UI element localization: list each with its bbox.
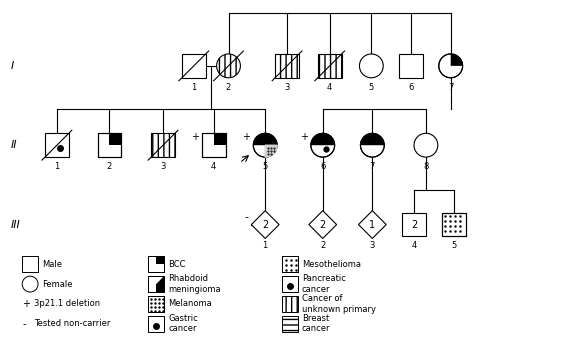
Text: 2: 2 bbox=[107, 162, 112, 171]
Text: -: - bbox=[22, 319, 26, 329]
FancyBboxPatch shape bbox=[282, 256, 298, 272]
Text: Female: Female bbox=[42, 279, 72, 289]
FancyBboxPatch shape bbox=[399, 54, 423, 78]
Text: -: - bbox=[244, 212, 248, 222]
FancyBboxPatch shape bbox=[282, 316, 298, 332]
FancyBboxPatch shape bbox=[282, 276, 298, 292]
Text: 2: 2 bbox=[262, 219, 268, 229]
Text: 4: 4 bbox=[211, 162, 216, 171]
Polygon shape bbox=[311, 133, 335, 145]
Text: Breast
cancer: Breast cancer bbox=[302, 314, 331, 334]
FancyBboxPatch shape bbox=[318, 54, 342, 78]
FancyBboxPatch shape bbox=[402, 213, 426, 236]
FancyBboxPatch shape bbox=[148, 276, 164, 292]
Text: 2: 2 bbox=[226, 83, 231, 92]
Polygon shape bbox=[156, 284, 164, 292]
FancyBboxPatch shape bbox=[22, 256, 38, 272]
Text: I: I bbox=[10, 61, 13, 71]
Ellipse shape bbox=[253, 133, 277, 157]
Polygon shape bbox=[156, 256, 164, 264]
Polygon shape bbox=[253, 133, 277, 145]
Ellipse shape bbox=[439, 54, 463, 78]
Ellipse shape bbox=[311, 133, 335, 157]
Text: 4: 4 bbox=[327, 83, 332, 92]
Text: +: + bbox=[22, 299, 30, 309]
Polygon shape bbox=[265, 145, 277, 157]
Text: II: II bbox=[10, 140, 17, 150]
Text: 3: 3 bbox=[160, 162, 166, 171]
Text: 6: 6 bbox=[408, 83, 414, 92]
FancyBboxPatch shape bbox=[148, 256, 164, 272]
Text: Rhabdoid
meningioma: Rhabdoid meningioma bbox=[168, 274, 220, 294]
Polygon shape bbox=[213, 133, 226, 145]
Text: Mesothelioma: Mesothelioma bbox=[302, 260, 361, 269]
Polygon shape bbox=[359, 211, 386, 238]
Text: 5: 5 bbox=[368, 83, 374, 92]
Text: III: III bbox=[10, 219, 20, 229]
Ellipse shape bbox=[217, 54, 240, 78]
Text: Melanoma: Melanoma bbox=[168, 299, 212, 308]
Text: 3p21.1 deletion: 3p21.1 deletion bbox=[34, 299, 100, 308]
Polygon shape bbox=[156, 276, 164, 288]
FancyBboxPatch shape bbox=[45, 133, 69, 157]
Polygon shape bbox=[309, 211, 336, 238]
Ellipse shape bbox=[22, 276, 38, 292]
Text: +: + bbox=[243, 132, 250, 142]
Text: Tested non-carrier: Tested non-carrier bbox=[34, 319, 110, 328]
Polygon shape bbox=[265, 145, 277, 157]
Text: Pancreatic
cancer: Pancreatic cancer bbox=[302, 274, 346, 294]
Ellipse shape bbox=[414, 133, 438, 157]
FancyBboxPatch shape bbox=[148, 316, 164, 332]
Ellipse shape bbox=[360, 54, 383, 78]
Polygon shape bbox=[360, 133, 384, 145]
Text: Gastric
cancer: Gastric cancer bbox=[168, 314, 198, 334]
Text: Male: Male bbox=[42, 260, 62, 269]
Text: 3: 3 bbox=[370, 241, 375, 250]
Text: +: + bbox=[300, 132, 308, 142]
FancyBboxPatch shape bbox=[282, 296, 298, 312]
Text: 8: 8 bbox=[423, 162, 429, 171]
Text: BCC: BCC bbox=[168, 260, 185, 269]
Text: 2: 2 bbox=[319, 219, 326, 229]
Text: 6: 6 bbox=[320, 162, 325, 171]
Text: 1: 1 bbox=[262, 241, 268, 250]
Ellipse shape bbox=[360, 133, 384, 157]
Text: Cancer of
unknown primary: Cancer of unknown primary bbox=[302, 294, 376, 314]
FancyBboxPatch shape bbox=[275, 54, 299, 78]
Text: 1: 1 bbox=[369, 219, 375, 229]
Text: 5: 5 bbox=[451, 241, 456, 250]
FancyBboxPatch shape bbox=[202, 133, 226, 157]
Text: 5: 5 bbox=[262, 162, 268, 171]
FancyBboxPatch shape bbox=[442, 213, 466, 236]
Text: 7: 7 bbox=[370, 162, 375, 171]
Text: 7: 7 bbox=[448, 83, 454, 92]
FancyBboxPatch shape bbox=[151, 133, 175, 157]
Text: 2: 2 bbox=[411, 219, 417, 229]
Text: 4: 4 bbox=[412, 241, 417, 250]
Text: +: + bbox=[191, 132, 199, 142]
Text: 3: 3 bbox=[285, 83, 290, 92]
FancyBboxPatch shape bbox=[182, 54, 206, 78]
Polygon shape bbox=[251, 211, 279, 238]
Text: 1: 1 bbox=[54, 162, 59, 171]
Text: 2: 2 bbox=[320, 241, 325, 250]
Text: 1: 1 bbox=[191, 83, 196, 92]
Polygon shape bbox=[451, 54, 463, 66]
FancyBboxPatch shape bbox=[97, 133, 121, 157]
Polygon shape bbox=[110, 133, 121, 145]
FancyBboxPatch shape bbox=[148, 296, 164, 312]
